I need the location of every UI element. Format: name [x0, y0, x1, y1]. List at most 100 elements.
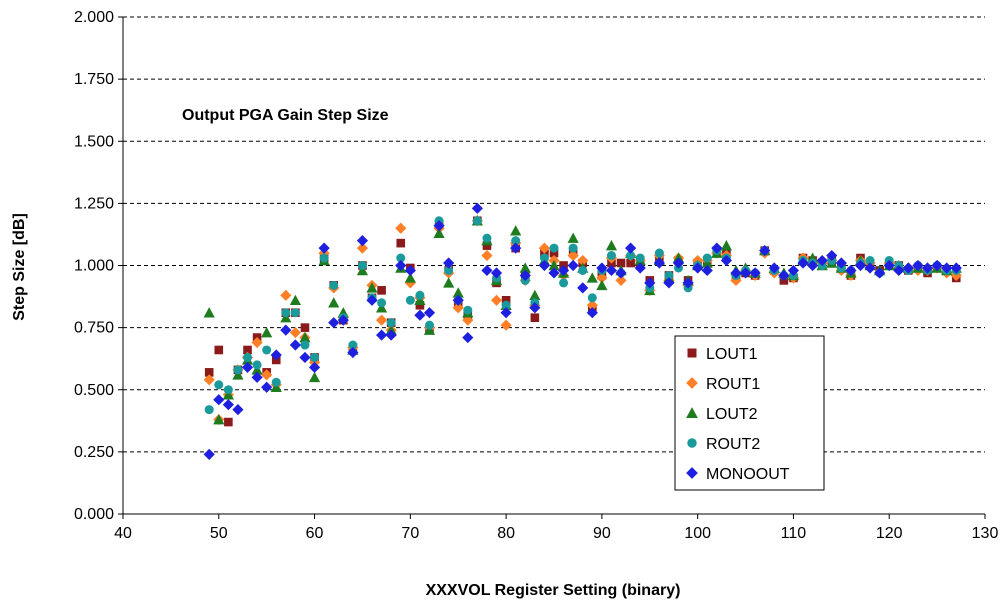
- data-point: [549, 243, 559, 253]
- data-point: [931, 259, 943, 272]
- data-point: [596, 272, 608, 284]
- legend-label: ROUT2: [706, 436, 760, 453]
- y-tick-label: 1.750: [74, 71, 114, 88]
- data-point: [204, 405, 214, 415]
- data-point: [270, 349, 282, 361]
- x-tick-label: 50: [210, 525, 228, 542]
- data-point: [289, 327, 301, 339]
- data-point: [404, 272, 416, 283]
- data-point: [481, 249, 493, 262]
- data-point: [251, 336, 263, 349]
- data-point: [463, 305, 473, 315]
- data-point: [692, 262, 704, 274]
- x-tick-label: 80: [497, 525, 515, 542]
- data-point: [644, 277, 656, 289]
- data-point: [739, 267, 752, 279]
- legend-label: LOUT2: [706, 406, 758, 423]
- legend-item-rout1: ROUT1: [686, 376, 760, 393]
- data-point: [634, 262, 646, 274]
- data-point: [433, 227, 445, 238]
- series-lout1: [204, 216, 961, 427]
- data-point: [720, 240, 732, 251]
- data-point: [768, 262, 780, 274]
- data-point: [357, 260, 367, 271]
- data-point: [605, 240, 618, 251]
- legend-item-monoout: MONOOUT: [686, 466, 790, 483]
- data-point: [415, 290, 425, 300]
- data-point: [615, 274, 627, 286]
- x-tick-label: 60: [306, 525, 324, 542]
- y-tick-label: 0.000: [74, 506, 114, 523]
- data-point: [874, 267, 886, 279]
- data-point: [605, 264, 618, 277]
- data-point: [730, 267, 742, 279]
- data-point: [682, 277, 694, 289]
- data-point: [271, 377, 281, 387]
- data-point: [376, 302, 388, 313]
- data-point: [529, 289, 541, 301]
- data-point: [559, 278, 569, 288]
- data-point: [347, 346, 359, 359]
- data-point: [423, 324, 436, 335]
- data-point: [452, 287, 464, 298]
- data-point: [280, 289, 292, 301]
- data-point: [356, 235, 369, 247]
- data-point: [319, 253, 329, 263]
- data-point: [501, 300, 511, 310]
- data-point: [414, 294, 426, 306]
- series-rout1: [203, 215, 962, 426]
- data-point: [423, 307, 436, 319]
- data-point: [567, 249, 579, 262]
- data-point: [586, 307, 598, 319]
- legend-item-lout2: LOUT2: [686, 406, 758, 423]
- data-point: [664, 270, 674, 280]
- data-point: [213, 413, 225, 425]
- y-tick-label: 2.000: [74, 9, 114, 26]
- data-point: [529, 302, 541, 314]
- data-point: [615, 267, 627, 279]
- data-point: [443, 257, 455, 269]
- data-point: [626, 258, 635, 268]
- data-point: [243, 345, 252, 355]
- data-point: [233, 365, 243, 375]
- y-tick-label: 0.500: [74, 382, 114, 399]
- data-point: [203, 374, 215, 386]
- data-point: [444, 265, 454, 275]
- data-point: [711, 242, 723, 254]
- data-points: [203, 202, 962, 460]
- data-point: [653, 257, 665, 269]
- data-point: [596, 262, 608, 274]
- data-point: [337, 314, 349, 326]
- data-point: [472, 216, 482, 226]
- data-point: [549, 248, 559, 258]
- data-point: [577, 254, 589, 267]
- data-point: [356, 264, 369, 276]
- y-tick-label: 1.000: [74, 258, 114, 275]
- data-point: [596, 279, 608, 291]
- data-point: [251, 371, 263, 383]
- data-point: [452, 294, 464, 306]
- x-tick-label: 90: [593, 525, 611, 542]
- data-point: [414, 309, 426, 321]
- data-point: [308, 371, 321, 383]
- data-point: [490, 267, 503, 279]
- y-tick-label: 1.500: [74, 133, 114, 150]
- data-point: [289, 339, 301, 351]
- data-point: [241, 361, 254, 373]
- data-point: [395, 259, 407, 272]
- data-point: [262, 345, 272, 355]
- data-point: [385, 329, 397, 341]
- data-point: [893, 264, 905, 277]
- data-point: [404, 277, 416, 289]
- data-point: [635, 253, 645, 263]
- data-point: [222, 389, 234, 400]
- data-point: [308, 361, 321, 373]
- data-point: [395, 222, 407, 234]
- data-point: [232, 404, 244, 416]
- gridlines: [123, 16, 985, 453]
- data-point: [730, 274, 742, 286]
- data-point: [548, 259, 560, 271]
- data-point: [854, 259, 867, 272]
- x-tick-label: 120: [876, 525, 903, 542]
- data-point: [701, 257, 713, 268]
